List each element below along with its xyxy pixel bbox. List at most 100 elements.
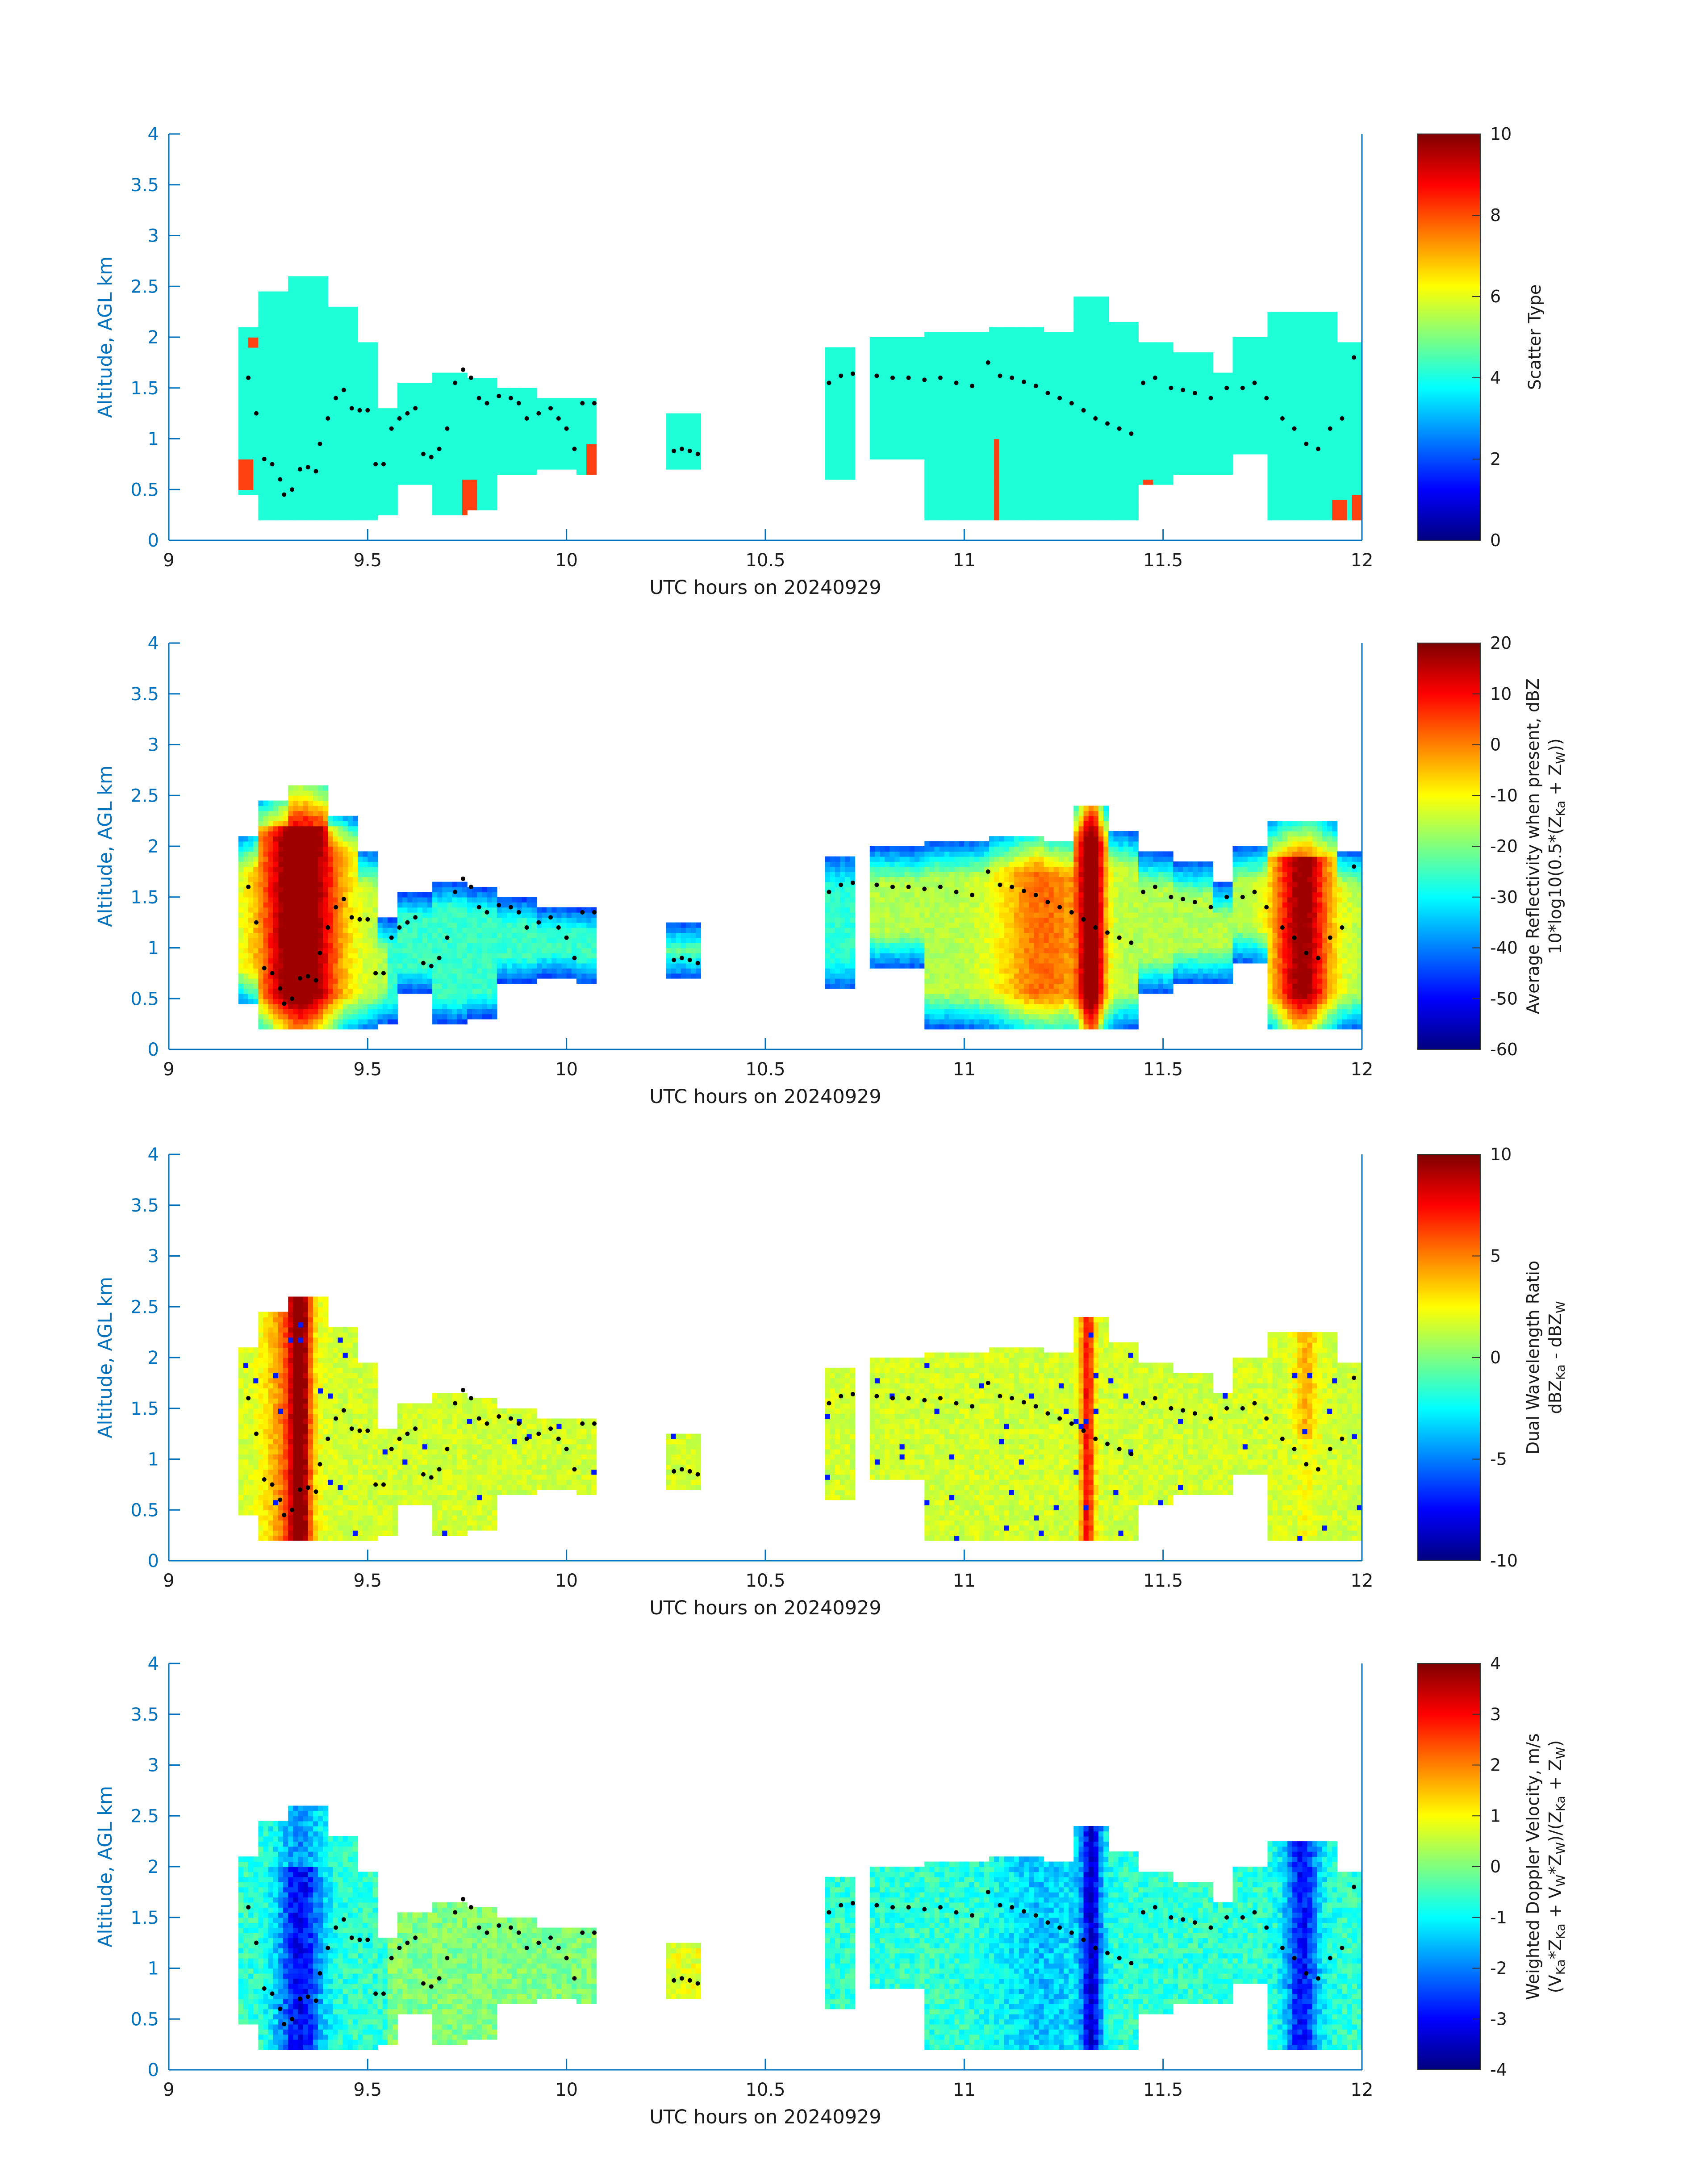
heatmap-cell [482,489,488,495]
heatmap-cell [1282,505,1288,510]
heatmap-cell [482,398,488,404]
heatmap-cell [1262,423,1268,429]
heatmap-cell [934,332,940,338]
heatmap-cell [1198,357,1203,363]
heatmap-cell [377,423,383,429]
heatmap-cell [681,439,686,444]
heatmap-cell [1064,408,1069,414]
heatmap-cell [1183,439,1189,444]
heatmap-cell [452,449,458,455]
heatmap-cell [442,428,448,434]
heatmap-cell [318,388,323,393]
heatmap-cell [934,443,940,450]
heatmap-cell [1093,459,1099,465]
heatmap-cell [1064,368,1069,373]
heatmap-cell [263,388,269,393]
heatmap-cell [1048,372,1054,378]
heatmap-cell [676,464,681,470]
heatmap-cell [989,449,994,455]
heatmap-cell [1098,479,1104,485]
heatmap-cell [880,439,885,444]
heatmap-cell [238,327,244,333]
heatmap-cell [323,372,328,378]
heatmap-cell [1262,372,1268,378]
heatmap-cell [1178,352,1183,358]
heatmap-cell [323,276,328,282]
heatmap-cell [1058,449,1064,455]
heatmap-cell [273,500,279,506]
heatmap-cell [387,479,393,485]
heatmap-cell [874,413,880,419]
heatmap-cell [845,474,850,480]
heatmap-cell [487,383,493,389]
heatmap-cell [1253,413,1258,419]
heatmap-cell [352,464,358,470]
heatmap-cell [328,403,334,409]
heatmap-cell [964,479,970,485]
heatmap-cell [1088,464,1094,470]
heatmap-cell [303,388,309,393]
heatmap-cell [1218,378,1223,384]
heatmap-cell [1044,393,1049,399]
heatmap-cell [1103,434,1109,439]
heatmap-cell [1108,327,1114,333]
heatmap-cell [298,418,304,424]
heatmap-cell [1113,459,1119,465]
heatmap-cell [1078,510,1084,515]
heatmap-cell [273,408,279,414]
heatmap-cell [263,423,269,429]
heatmap-cell [1133,454,1139,460]
heatmap-cell [1078,500,1084,506]
heatmap-cell [974,423,980,429]
heatmap-cell [452,378,458,384]
heatmap-cell [243,337,249,343]
heatmap-cell [1023,378,1029,384]
heatmap-cell [869,337,875,343]
heatmap-cell [979,428,985,434]
heatmap-cell [1069,474,1074,480]
heatmap-cell [313,317,318,322]
heatmap-cell [258,459,264,465]
heatmap-cell [347,332,353,338]
heatmap-cell [1128,368,1134,373]
heatmap-cell [417,428,423,434]
heatmap-cell [313,357,318,363]
heatmap-cell [457,398,463,404]
heatmap-cell [442,510,448,515]
heatmap-cell [1228,434,1233,439]
heatmap-cell [313,454,318,460]
heatmap-cell [1173,469,1178,475]
heatmap-cell [1034,368,1040,373]
heatmap-cell [1143,413,1148,419]
heatmap-cell [507,403,512,409]
heatmap-cell [542,454,547,460]
heatmap-cell [358,418,363,424]
heatmap-cell [1203,428,1208,434]
heatmap-cell [323,393,328,399]
heatmap-cell [1098,342,1104,348]
heatmap-cell [407,479,413,485]
heatmap-cell [268,505,274,510]
heatmap-cell [318,291,323,297]
heatmap-cell [1069,449,1074,455]
heatmap-cell [263,515,269,521]
heatmap-cell [248,489,254,495]
heatmap-cell [1029,423,1034,429]
heatmap-cell [974,464,980,470]
heatmap-cell [1242,408,1248,414]
heatmap-cell [1048,489,1054,495]
heatmap-cell [1088,322,1094,328]
heatmap-cell [1113,342,1119,348]
heatmap-cell [1173,393,1178,399]
heatmap-cell [1282,454,1288,460]
heatmap-cell [874,368,880,373]
heatmap-cell [308,281,313,287]
heatmap-cell [1053,388,1059,393]
heatmap-cell [969,408,975,414]
heatmap-cell [1064,459,1069,465]
heatmap-cell [1183,372,1189,378]
heatmap-cell [402,418,408,424]
heatmap-cell [1048,434,1054,439]
heatmap-cell [497,418,502,424]
heatmap-cell [909,449,915,455]
